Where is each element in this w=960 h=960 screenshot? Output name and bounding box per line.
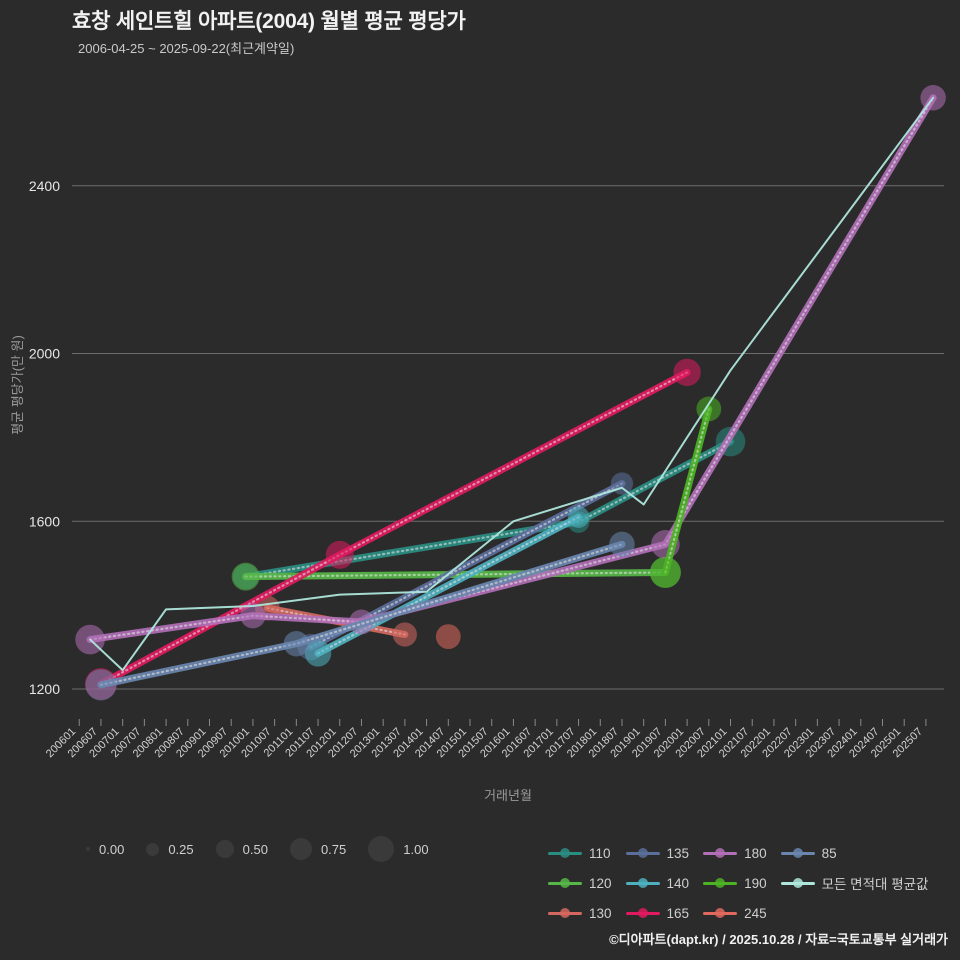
series-line	[89, 96, 935, 672]
size-legend-label: 0.25	[168, 841, 194, 857]
legend-swatch-icon	[703, 876, 738, 890]
series-line-texture	[266, 606, 406, 636]
legend-label: 120	[589, 875, 612, 891]
data-point-marker	[85, 669, 117, 701]
legend-item-85[interactable]: 85	[780, 838, 929, 868]
series-line	[86, 94, 937, 644]
data-point-marker	[610, 472, 634, 495]
legend-swatch-icon	[548, 876, 582, 890]
legend-label: 130	[589, 905, 612, 921]
data-point-marker	[283, 631, 310, 657]
legend-swatch-icon	[780, 876, 815, 890]
legend-swatch-icon	[625, 906, 660, 920]
legend-item-140[interactable]: 140	[625, 868, 690, 898]
legend-item-110[interactable]: 110	[548, 838, 612, 868]
data-point-marker	[325, 540, 354, 569]
size-legend-label: 1.00	[403, 841, 429, 857]
data-point-marker	[435, 624, 461, 650]
data-point-marker	[567, 506, 590, 528]
legend-item-245[interactable]: 245	[703, 898, 767, 928]
legend-label: 245	[744, 905, 767, 921]
size-legend-circle-icon	[86, 847, 90, 851]
legend-label: 190	[744, 875, 767, 891]
legend-swatch-icon	[780, 846, 815, 860]
chart-header: 효창 세인트힐 아파트(2004) 월별 평균 평당가 2006-04-25 ~…	[72, 8, 932, 58]
series-85	[85, 531, 635, 701]
x-axis-title: 거래년월	[484, 788, 532, 803]
series-line-texture	[99, 543, 624, 686]
series-180	[75, 85, 946, 655]
size-legend-item: 1.00	[368, 836, 450, 862]
legend-label: 140	[666, 875, 690, 891]
data-point-marker	[673, 358, 701, 387]
legend-swatch-icon	[548, 906, 582, 920]
size-legend-label: 0.50	[242, 841, 268, 857]
legend-swatch-icon	[548, 846, 582, 860]
size-legend-item: 0.75	[289, 838, 368, 860]
y-axis-tick-label: 1600	[29, 513, 60, 529]
legend-swatch-icon	[625, 876, 660, 890]
size-legend-item: 0.00	[86, 842, 146, 857]
data-point-marker	[392, 622, 417, 647]
data-point-marker	[231, 562, 260, 591]
legend-item-120[interactable]: 120	[548, 868, 612, 898]
series-190	[650, 396, 722, 588]
series-165	[85, 358, 701, 700]
legend-item-모든 면적대 평균값[interactable]: 모든 면적대 평균값	[780, 868, 929, 898]
legend-item-190[interactable]: 190	[703, 868, 767, 898]
series-group	[75, 85, 946, 701]
legend-item-165[interactable]: 165	[625, 898, 690, 928]
page-title: 효창 세인트힐 아파트(2004) 월별 평균 평당가	[72, 10, 466, 33]
size-legend-item: 0.50	[215, 840, 290, 858]
size-legend-circle-icon	[289, 838, 312, 860]
size-legend-item: 0.25	[146, 842, 215, 857]
series-line-texture	[99, 371, 689, 686]
series-line-texture	[88, 96, 935, 641]
size-legend-label: 0.75	[320, 841, 347, 857]
legend-label: 110	[589, 845, 611, 861]
series-line-texture	[244, 571, 667, 578]
data-point-marker	[650, 557, 681, 588]
y-axis-title: 평균 평당가(만 원)	[10, 335, 25, 435]
size-legend: 0.00 0.25 0.50 0.75 1.00	[86, 836, 451, 862]
legend-label: 모든 면적대 평균값	[821, 877, 929, 892]
chart-subtitle: 2006-04-25 ~ 2025-09-22(최근계약일)	[78, 41, 295, 56]
legend-item-130[interactable]: 130	[548, 898, 612, 928]
legend-label: 135	[666, 845, 690, 861]
legend-label: 85	[821, 845, 837, 861]
data-point-marker	[240, 602, 266, 629]
series-모든 면적대 평균값	[89, 96, 935, 672]
y-axis-tick-label: 1200	[29, 681, 60, 697]
size-legend-circle-icon	[215, 840, 234, 858]
legend-label: 180	[744, 845, 767, 861]
legend-item-135[interactable]: 135	[625, 838, 690, 868]
series-line-texture	[664, 407, 710, 574]
series-245	[435, 624, 461, 650]
size-legend-label: 0.00	[99, 841, 125, 857]
legend-item-180[interactable]: 180	[703, 838, 767, 868]
data-point-marker	[609, 531, 635, 558]
legend-swatch-icon	[625, 846, 660, 860]
data-point-marker	[304, 640, 332, 667]
size-legend-circle-icon	[368, 836, 395, 862]
legend-swatch-icon	[703, 906, 738, 920]
size-legend-circle-icon	[146, 842, 160, 856]
series-legend: 110 120 130 135 140 165 180 190 245 85 모든 면적대 평균값	[548, 838, 928, 928]
legend-label: 165	[666, 905, 690, 921]
legend-swatch-icon	[703, 846, 738, 860]
y-axis-tick-label: 2400	[29, 178, 60, 194]
footer-credit: ©디아파트(dapt.kr) / 2025.10.28 / 자료=국토교통부 실…	[609, 932, 948, 947]
y-axis-tick-label: 2000	[29, 346, 60, 362]
